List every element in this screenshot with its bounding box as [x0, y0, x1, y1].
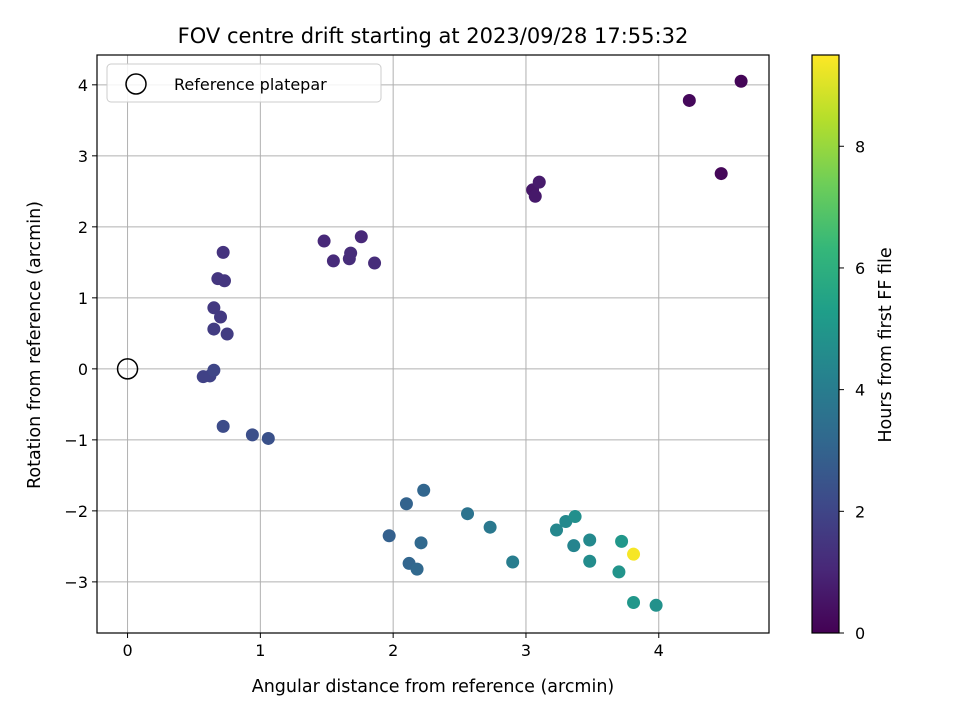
data-point [317, 234, 331, 248]
y-tick-label: 4 [78, 76, 88, 95]
data-point [245, 428, 259, 442]
data-point [615, 534, 629, 548]
data-point [382, 529, 396, 543]
data-point [714, 167, 728, 181]
data-point [368, 256, 382, 270]
reference-marker [116, 358, 139, 380]
data-points [196, 74, 748, 612]
data-point [207, 363, 221, 377]
data-point [528, 189, 542, 203]
colorbar-tick-label: 4 [855, 381, 865, 400]
y-tick-label: 1 [78, 289, 88, 308]
data-point [583, 533, 597, 547]
data-point [649, 598, 663, 612]
data-point [214, 310, 228, 324]
legend-box [106, 63, 382, 103]
colorbar-tick-label: 8 [855, 137, 865, 156]
data-point [461, 507, 475, 521]
y-tick-label: 3 [78, 147, 88, 166]
plot-area [96, 54, 770, 634]
data-point [220, 327, 234, 341]
data-point [216, 245, 230, 259]
data-point [410, 562, 424, 576]
x-tick-label: 3 [521, 641, 531, 660]
data-point [344, 246, 358, 260]
data-point [207, 301, 221, 315]
data-point [217, 274, 231, 288]
colorbar-tick-label: 2 [855, 502, 865, 521]
colorbar-tick-label: 0 [855, 624, 865, 643]
y-tick-label: −2 [64, 502, 88, 521]
x-axis-ticks: 0 1 2 3 4 [122, 633, 664, 660]
data-point [483, 520, 497, 534]
colorbar-label: Hours from first FF file [876, 247, 896, 442]
data-point [734, 74, 748, 88]
data-point [612, 565, 626, 579]
chart-title: FOV centre drift starting at 2023/09/28 … [178, 24, 689, 48]
y-axis-label: Rotation from reference (arcmin) [25, 201, 45, 489]
data-point [399, 497, 413, 511]
colorbar-ticks: 0 2 4 6 8 [839, 137, 865, 643]
y-tick-label: −1 [64, 431, 88, 450]
data-point [532, 175, 546, 189]
grid [97, 55, 769, 633]
data-point [682, 93, 696, 107]
data-point [583, 554, 597, 568]
data-point [207, 322, 221, 336]
legend-entry-reference: Reference platepar [174, 75, 327, 94]
data-point [506, 555, 520, 569]
data-point [414, 536, 428, 550]
data-point [567, 539, 581, 553]
colorbar [811, 54, 840, 634]
data-point [627, 547, 641, 561]
data-point [261, 431, 275, 445]
data-point [550, 523, 564, 537]
colorbar-tick-label: 6 [855, 259, 865, 278]
legend: Reference platepar [106, 63, 382, 103]
data-point [216, 419, 230, 433]
data-point [354, 230, 368, 244]
data-point [627, 595, 641, 609]
x-tick-label: 0 [122, 641, 132, 660]
x-tick-label: 1 [255, 641, 265, 660]
y-axis-ticks: −3 −2 −1 0 1 2 3 4 [64, 76, 97, 592]
x-tick-label: 2 [388, 641, 398, 660]
y-tick-label: 0 [78, 360, 88, 379]
data-point [417, 483, 431, 497]
x-tick-label: 4 [654, 641, 664, 660]
data-point [568, 510, 582, 524]
y-tick-label: −3 [64, 573, 88, 592]
data-point [326, 254, 340, 268]
y-tick-label: 2 [78, 218, 88, 237]
legend-reference-marker [125, 73, 147, 95]
x-axis-label: Angular distance from reference (arcmin) [252, 677, 615, 697]
